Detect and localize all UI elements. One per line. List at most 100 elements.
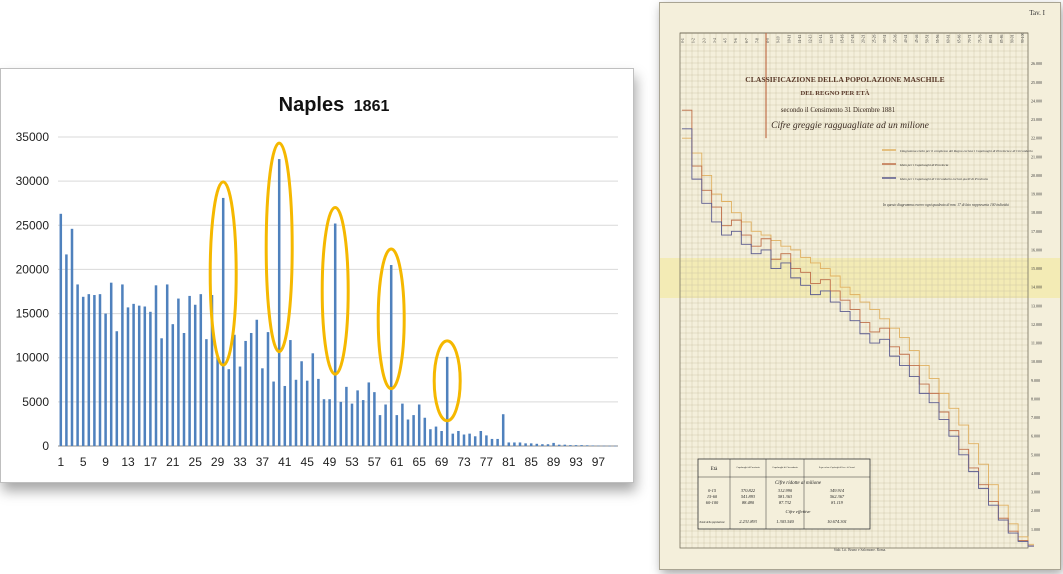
bar xyxy=(227,369,231,446)
age-label: 5-6 xyxy=(734,38,738,43)
age-label: 17-18 xyxy=(851,34,855,43)
x-tick-label: 81 xyxy=(502,455,516,469)
x-tick-label: 25 xyxy=(189,455,203,469)
diagram-y-tick-label: 10.000 xyxy=(1031,359,1042,364)
diagram-y-tick-label: 22.000 xyxy=(1031,136,1042,141)
diagram-y-tick-label: 17.000 xyxy=(1031,229,1042,234)
bar xyxy=(205,339,208,446)
bar xyxy=(149,311,152,446)
bar xyxy=(249,332,253,446)
age-label: 90-91 xyxy=(1010,34,1014,43)
bar xyxy=(76,284,79,446)
diagram-y-tick-label: 9.000 xyxy=(1031,378,1040,383)
tav-label: Tav. I xyxy=(1029,9,1045,17)
diagram-y-tick-label: 20.000 xyxy=(1031,173,1042,178)
y-tick-label: 0 xyxy=(42,439,49,453)
age-label: 12-13 xyxy=(809,34,813,43)
bar xyxy=(451,433,455,446)
age-label: 50-51 xyxy=(925,34,929,43)
bar xyxy=(132,303,135,446)
table-cell: 88.480 xyxy=(742,500,755,505)
age-label: 75-76 xyxy=(979,34,983,43)
bar xyxy=(585,445,589,446)
y-tick-label: 25000 xyxy=(16,218,50,232)
age-label: 60-61 xyxy=(947,34,951,43)
diagram-y-tick-label: 18.000 xyxy=(1031,210,1042,215)
bar xyxy=(350,403,354,446)
diagram-y-tick-label: 23.000 xyxy=(1031,117,1042,122)
bar xyxy=(137,305,141,446)
bar xyxy=(356,390,359,446)
bar xyxy=(160,338,163,446)
bar xyxy=(524,443,527,446)
x-tick-label: 97 xyxy=(592,455,606,469)
x-tick-label: 37 xyxy=(256,455,270,469)
age-label: 9-10 xyxy=(777,36,781,43)
age-label: 15-16 xyxy=(840,34,844,43)
bar xyxy=(395,415,399,446)
bar xyxy=(126,307,130,446)
bar xyxy=(541,444,544,446)
diagram-y-tick-label: 8.000 xyxy=(1031,396,1040,401)
summary-table: Età Capoluoghi di Provincia Capoluoghi d… xyxy=(697,458,871,530)
bar xyxy=(429,429,432,446)
bar xyxy=(485,435,488,446)
x-tick-label: 45 xyxy=(301,455,315,469)
age-label: 8-9 xyxy=(766,38,770,43)
age-label: 35-36 xyxy=(894,34,898,43)
diagram-subtitle: DEL REGNO PER ETÀ xyxy=(800,89,869,97)
age-label: 40-41 xyxy=(904,34,908,43)
bar xyxy=(199,294,203,446)
table-cell: 60-100 xyxy=(706,500,719,505)
x-tick-label: 65 xyxy=(413,455,427,469)
bar xyxy=(70,228,74,446)
bar xyxy=(457,430,460,446)
bar xyxy=(143,306,147,446)
bar xyxy=(608,445,611,447)
age-label: 65-66 xyxy=(957,34,961,43)
bar xyxy=(221,197,225,446)
table-header-eta: Età xyxy=(711,467,718,472)
x-tick-label: 1 xyxy=(57,455,64,469)
diagram-y-tick-label: 14.000 xyxy=(1031,285,1042,290)
bar xyxy=(445,356,449,446)
bar xyxy=(339,401,343,446)
bar xyxy=(266,332,270,446)
bar xyxy=(188,295,191,446)
bar xyxy=(361,400,365,446)
x-tick-label: 21 xyxy=(166,455,180,469)
table-cell: Totale della popolazione xyxy=(699,521,725,524)
bar xyxy=(389,265,393,446)
x-tick-label: 85 xyxy=(525,455,539,469)
age-label: 3-4 xyxy=(713,38,717,43)
x-tick-label: 89 xyxy=(547,455,561,469)
bar xyxy=(210,295,214,446)
diagram-scale-note: In questo diagramma ovvero ogni quadrato… xyxy=(882,203,1009,207)
bar xyxy=(535,443,539,446)
diagram-y-tick-label: 2.000 xyxy=(1031,508,1040,513)
bar xyxy=(580,445,583,446)
age-label: 7-8 xyxy=(755,38,759,43)
bar xyxy=(462,434,466,446)
chart-title-city: Naples xyxy=(279,94,345,116)
historical-diagram-panel: 0-1 1-2 2-3 3-4 4-5 5-6 6-7 7-8 8-9 9-10 10-11 11-1… xyxy=(659,2,1061,570)
bar xyxy=(597,445,600,447)
highlight-ellipse xyxy=(376,247,406,391)
x-tick-label: 53 xyxy=(345,455,359,469)
bar xyxy=(65,254,68,446)
chart-title-year: 1861 xyxy=(354,98,390,115)
bar xyxy=(345,386,348,446)
bar xyxy=(177,298,180,446)
diagram-y-tick-label: 3.000 xyxy=(1031,490,1040,495)
bar xyxy=(193,304,197,446)
age-label: 0-1 xyxy=(681,38,685,43)
table-cell: 10.674.301 xyxy=(827,519,847,524)
legend-circondario: Idem per i Capoluoghi di Circondario esc… xyxy=(899,177,988,181)
chart-title: Naples 1861 xyxy=(279,94,390,116)
diagram-raw-figures: Cifre greggie ragguagliate ad un milione xyxy=(771,120,930,131)
bar xyxy=(552,442,555,446)
bar xyxy=(289,340,292,446)
bar xyxy=(406,419,410,446)
bar xyxy=(328,399,331,446)
